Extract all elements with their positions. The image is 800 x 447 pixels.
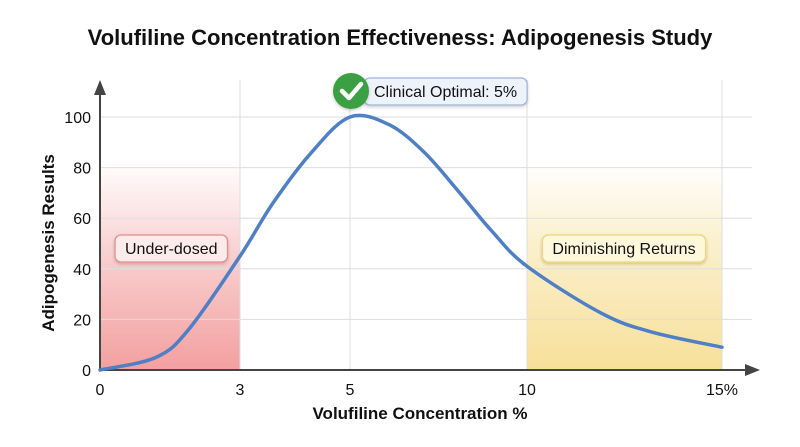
y-axis-label: Adipogenesis Results <box>39 154 58 332</box>
chart-title: Volufiline Concentration Effectiveness: … <box>88 25 713 50</box>
x-axis-arrow-icon <box>745 364 760 376</box>
check-circle-icon <box>333 73 369 109</box>
region-under-dosed <box>100 160 240 370</box>
under-dosed-label-box <box>114 234 229 263</box>
region-diminishing-returns <box>527 160 722 370</box>
diminishing-returns-label-text: Diminishing Returns <box>552 241 695 258</box>
under-dosed-label-text: Under-dosed <box>125 241 218 258</box>
y-tick-label: 60 <box>73 211 91 228</box>
x-tick-label: 0 <box>96 382 105 399</box>
x-tick-label: 10 <box>518 382 536 399</box>
series-line <box>98 113 724 372</box>
checkmark-icon <box>339 81 364 101</box>
y-tick-label: 100 <box>64 110 91 127</box>
x-tick-label: 5 <box>346 382 355 399</box>
y-tick-label: 0 <box>82 363 91 380</box>
clinical-optimal-label-text: Clinical Optimal: 5% <box>374 84 517 101</box>
diminishing-returns-label-box <box>541 234 707 263</box>
clinical-optimal-label: Clinical Optimal: 5% <box>363 77 528 106</box>
x-tick-label: 3 <box>236 382 245 399</box>
y-tick-label: 20 <box>73 312 91 329</box>
under-dosed-label: Under-dosed <box>114 234 229 263</box>
y-tick-label: 40 <box>73 262 91 279</box>
diminishing-returns-label: Diminishing Returns <box>541 234 707 263</box>
y-tick-label: 80 <box>73 161 91 178</box>
y-axis-arrow-icon <box>94 80 106 95</box>
x-axis-label: Volufiline Concentration % <box>312 404 527 423</box>
x-tick-label: 15% <box>706 382 738 399</box>
